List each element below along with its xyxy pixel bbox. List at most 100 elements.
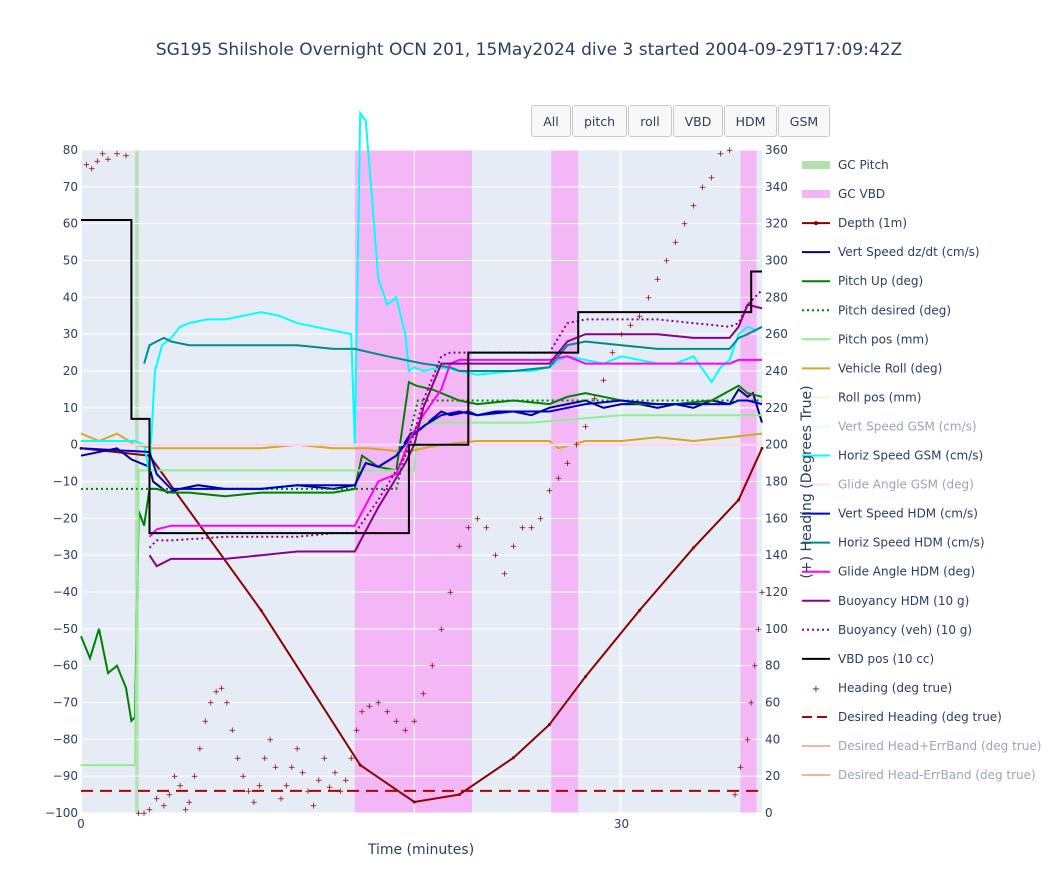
button-roll[interactable]: roll xyxy=(628,105,672,137)
legend-item-horiz-speed-hdm-cm-s[interactable]: Horiz Speed HDM (cm/s) xyxy=(802,536,985,550)
y2-tick-label: 220 xyxy=(765,401,788,415)
depth-marker xyxy=(457,793,461,797)
legend-item-buoyancy-veh-10-g[interactable]: Buoyancy (veh) (10 g) xyxy=(802,623,972,637)
heading-marker: + xyxy=(573,441,581,451)
y-tick-label: −100 xyxy=(45,806,78,820)
legend-item-pitch-pos-mm[interactable]: Pitch pos (mm) xyxy=(802,332,929,346)
heading-marker: + xyxy=(320,754,328,764)
legend-item-desired-heading-deg-true[interactable]: Desired Heading (deg true) xyxy=(802,710,1002,724)
button-vbd[interactable]: VBD xyxy=(673,105,723,137)
heading-marker: + xyxy=(537,514,545,524)
series-buoyancy-hdm-10-g xyxy=(148,303,763,568)
heading-marker: + xyxy=(672,238,680,248)
heading-marker: + xyxy=(104,155,112,165)
heading-marker: + xyxy=(365,702,373,712)
legend-item-pitch-desired-deg[interactable]: Pitch desired (deg) xyxy=(802,303,951,317)
heading-marker: + xyxy=(331,768,339,778)
heading-marker: + xyxy=(636,312,644,322)
y2-tick-label: 260 xyxy=(765,327,788,341)
y-tick-label: −60 xyxy=(53,659,78,673)
legend-label: Pitch pos (mm) xyxy=(838,332,929,346)
y2-tick-label: 120 xyxy=(765,585,788,599)
heading-marker: + xyxy=(191,772,199,782)
heading-marker: + xyxy=(223,699,231,709)
depth-marker xyxy=(259,608,263,612)
button-pitch[interactable]: pitch xyxy=(572,105,627,137)
heading-marker: + xyxy=(277,794,285,804)
legend-item-desired-head-errband-deg-true[interactable]: Desired Head+ErrBand (deg true) xyxy=(802,739,1041,753)
legend-item-vert-speed-dz-dt-cm-s[interactable]: Vert Speed dz/dt (cm/s) xyxy=(802,245,980,259)
legend-item-buoyancy-hdm-10-g[interactable]: Buoyancy HDM (10 g) xyxy=(802,594,969,608)
y-tick-label: 80 xyxy=(63,143,78,157)
series-horiz-speed-hdm-cm-s xyxy=(143,325,763,372)
series-vert-speed-hdm-cm-s xyxy=(80,399,763,490)
heading-marker: + xyxy=(261,754,269,764)
legend-item-vbd-pos-10-cc[interactable]: VBD pos (10 cc) xyxy=(802,652,934,666)
legend-label: GC Pitch xyxy=(838,158,889,172)
heading-marker: + xyxy=(171,772,179,782)
heading-marker: + xyxy=(438,625,446,635)
y2-tick-label: 320 xyxy=(765,217,788,231)
heading-marker: + xyxy=(88,164,96,174)
legend-item-roll-pos-mm[interactable]: Roll pos (mm) xyxy=(802,390,921,404)
series-buoyancy-veh-10-g xyxy=(148,289,763,549)
y-tick-label: 20 xyxy=(63,364,78,378)
legend-item-heading-deg-true[interactable]: + Heading (deg true) xyxy=(812,681,952,695)
legend-item-glide-angle-hdm-deg[interactable]: Glide Angle HDM (deg) xyxy=(802,565,975,579)
legend-item-horiz-speed-gsm-cm-s[interactable]: Horiz Speed GSM (cm/s) xyxy=(802,449,983,463)
heading-marker: + xyxy=(699,183,707,193)
legend-item-depth-1m[interactable]: Depth (1m) xyxy=(802,216,907,230)
heading-marker: + xyxy=(166,791,174,801)
heading-marker: + xyxy=(717,150,725,160)
legend-label: VBD pos (10 cc) xyxy=(838,652,934,666)
heading-marker: + xyxy=(207,699,215,709)
heading-marker: + xyxy=(342,776,350,786)
heading-marker: + xyxy=(645,293,653,303)
heading-marker: + xyxy=(456,542,464,552)
y-tick-label: −90 xyxy=(53,769,78,783)
y2-tick-label: 200 xyxy=(765,438,788,452)
series-pitch-up-deg xyxy=(80,380,763,724)
heading-marker: + xyxy=(266,735,274,745)
y2-tick-label: 340 xyxy=(765,180,788,194)
heading-marker: + xyxy=(474,514,482,524)
y2-tick-label: 100 xyxy=(765,622,788,636)
legend-item-gc-vbd[interactable]: GC VBD xyxy=(802,187,885,201)
y2-tick-label: 280 xyxy=(765,290,788,304)
heading-marker: + xyxy=(299,768,307,778)
button-all[interactable]: All xyxy=(531,105,571,137)
heading-marker: + xyxy=(245,787,253,797)
legend-item-gc-pitch[interactable]: GC Pitch xyxy=(802,158,889,172)
heading-marker: + xyxy=(751,662,759,672)
series-pitch-desired-deg xyxy=(81,399,762,490)
heading-marker: + xyxy=(358,708,366,718)
depth-marker xyxy=(692,546,696,550)
legend-label: Vert Speed dz/dt (cm/s) xyxy=(838,245,980,259)
legend-label: GC VBD xyxy=(838,187,885,201)
legend-item-glide-angle-gsm-deg[interactable]: Glide Angle GSM (deg) xyxy=(802,478,974,492)
depth-marker xyxy=(358,763,362,767)
y-tick-label: 0 xyxy=(70,438,78,452)
depth-marker xyxy=(412,800,416,804)
y2-tick-label: 360 xyxy=(765,143,788,157)
legend-item-vehicle-roll-deg[interactable]: Vehicle Roll (deg) xyxy=(802,361,942,375)
heading-marker: + xyxy=(654,275,662,285)
y2-tick-label: 80 xyxy=(765,659,780,673)
legend-item-pitch-up-deg[interactable]: Pitch Up (deg) xyxy=(802,274,923,288)
heading-marker: + xyxy=(737,763,745,773)
series-group: ++++++ ++++++++++++++++++++++++++++++++++… xyxy=(79,110,766,819)
heading-marker: + xyxy=(122,152,130,162)
y-tick-label: −80 xyxy=(53,732,78,746)
button-gsm[interactable]: GSM xyxy=(778,105,830,137)
legend-item-desired-head-errband-deg-true[interactable]: Desired Head-ErrBand (deg true) xyxy=(802,768,1036,782)
y-tick-label: 70 xyxy=(63,180,78,194)
heading-marker: + xyxy=(160,802,168,812)
legend-item-vert-speed-gsm-cm-s[interactable]: Vert Speed GSM (cm/s) xyxy=(802,419,977,433)
legend-label: Desired Head+ErrBand (deg true) xyxy=(838,739,1041,753)
heading-marker: + xyxy=(272,763,280,773)
button-hdm[interactable]: HDM xyxy=(724,105,777,137)
legend-label: Glide Angle GSM (deg) xyxy=(838,478,974,492)
heading-marker: + xyxy=(726,146,734,156)
legend-item-vert-speed-hdm-cm-s[interactable]: Vert Speed HDM (cm/s) xyxy=(802,507,978,521)
